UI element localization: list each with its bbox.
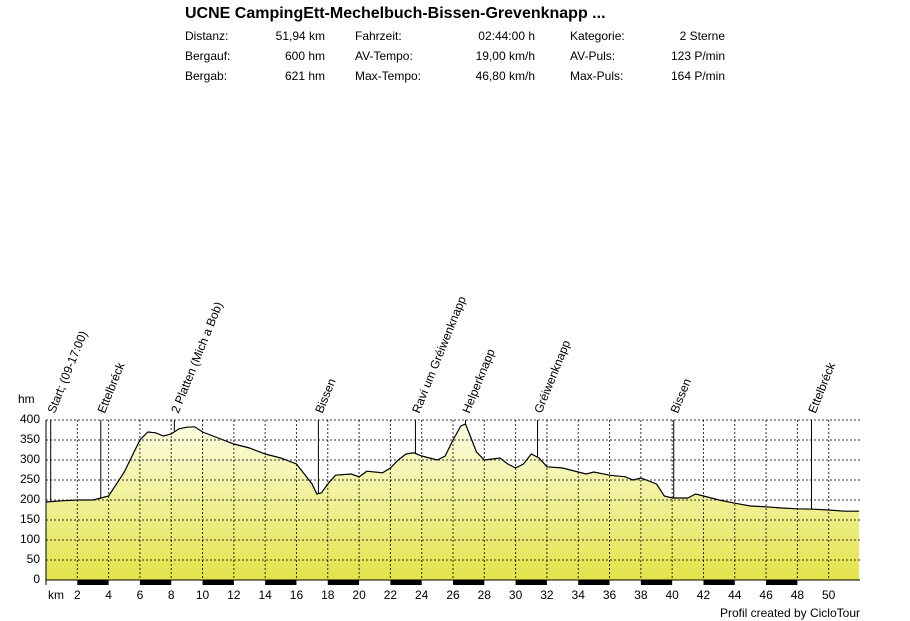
x-tick-label: 44 <box>728 588 742 602</box>
elevation-line <box>45 423 860 512</box>
scale-band <box>453 580 485 585</box>
stat-label: Max-Tempo: <box>355 69 421 83</box>
waypoint-label: Helperknapp <box>459 346 498 415</box>
scale-band <box>77 580 109 585</box>
y-tick-label: 200 <box>20 492 40 506</box>
x-tick-label: 12 <box>227 588 241 602</box>
x-tick-label: 6 <box>137 588 144 602</box>
x-tick-label: 16 <box>290 588 304 602</box>
x-tick-label: 46 <box>759 588 773 602</box>
x-tick-label: 34 <box>572 588 586 602</box>
waypoint-label: Ettelbréck <box>95 359 128 415</box>
stat-label: AV-Puls: <box>570 49 615 63</box>
x-tick-label: 8 <box>168 588 175 602</box>
y-tick-label: 0 <box>33 572 40 586</box>
scale-band <box>766 580 798 585</box>
x-tick-label: 20 <box>352 588 366 602</box>
y-tick-label: 250 <box>20 472 40 486</box>
x-tick-label: 18 <box>321 588 335 602</box>
y-tick-label: 300 <box>20 452 40 466</box>
stat-label: Max-Puls: <box>570 69 623 83</box>
scale-band <box>390 580 422 585</box>
y-tick-label: 150 <box>20 512 40 526</box>
stat-value: 19,00 km/h <box>476 49 535 63</box>
footer: Profil created by CicloTour <box>720 606 860 620</box>
x-tick-label: 26 <box>446 588 460 602</box>
x-tick-label: 38 <box>634 588 648 602</box>
x-tick-label: 14 <box>258 588 272 602</box>
x-tick-label: 50 <box>822 588 836 602</box>
waypoint-label: Ettelbréck <box>805 359 838 415</box>
x-tick-label: 42 <box>697 588 711 602</box>
stat-value: 621 hm <box>285 69 325 83</box>
waypoint-label: 2 Platten (Mich a Bob) <box>168 300 225 415</box>
stat-value: 51,94 km <box>276 29 325 43</box>
stat-value: 02:44:00 h <box>478 29 535 43</box>
scale-band <box>515 580 547 585</box>
scale-band <box>640 580 673 585</box>
y-tick-label: 100 <box>20 532 40 546</box>
waypoint-label: Bissen <box>312 376 338 415</box>
waypoint-label: Ravi um Gréiwenknapp <box>409 294 469 415</box>
waypoint-label: Start; (09-17:00) <box>44 329 90 415</box>
y-tick-label: 350 <box>20 432 40 446</box>
x-tick-label: 24 <box>415 588 429 602</box>
x-tick-label: 28 <box>478 588 492 602</box>
stat-label: Bergauf: <box>185 49 230 63</box>
waypoint-label: Gréiwenknapp <box>531 338 573 415</box>
x-tick-label: 4 <box>105 588 112 602</box>
stat-value: 600 hm <box>285 49 325 63</box>
stat-label: Fahrzeit: <box>355 29 402 43</box>
stat-label: Kategorie: <box>570 29 625 43</box>
scale-band <box>703 580 735 585</box>
stat-value: 123 P/min <box>671 49 725 63</box>
y-tick-label: 400 <box>20 412 40 426</box>
x-tick-label: 36 <box>603 588 617 602</box>
chart-title: UCNE CampingEtt-Mechelbuch-Bissen-Greven… <box>185 5 606 22</box>
scale-band <box>139 580 172 585</box>
x-tick-label: 10 <box>196 588 210 602</box>
stat-value: 46,80 km/h <box>476 69 535 83</box>
stat-value: 164 P/min <box>671 69 725 83</box>
scale-band <box>578 580 610 585</box>
x-tick-label: 40 <box>665 588 679 602</box>
waypoint-label: Bissen <box>668 376 694 415</box>
x-tick-label: 32 <box>540 588 554 602</box>
stat-value: 2 Sterne <box>680 29 726 43</box>
y-axis-label: hm <box>18 392 35 406</box>
scale-band <box>265 580 297 585</box>
y-tick-label: 50 <box>27 552 41 566</box>
x-tick-label: 30 <box>509 588 523 602</box>
scale-band <box>202 580 234 585</box>
stat-label: Distanz: <box>185 29 228 43</box>
x-tick-label: 48 <box>791 588 805 602</box>
x-tick-label: 2 <box>74 588 81 602</box>
x-axis-label: km <box>48 588 64 602</box>
stat-label: Bergab: <box>185 69 227 83</box>
stat-label: AV-Tempo: <box>355 49 413 63</box>
x-tick-label: 22 <box>384 588 398 602</box>
scale-band <box>327 580 360 585</box>
